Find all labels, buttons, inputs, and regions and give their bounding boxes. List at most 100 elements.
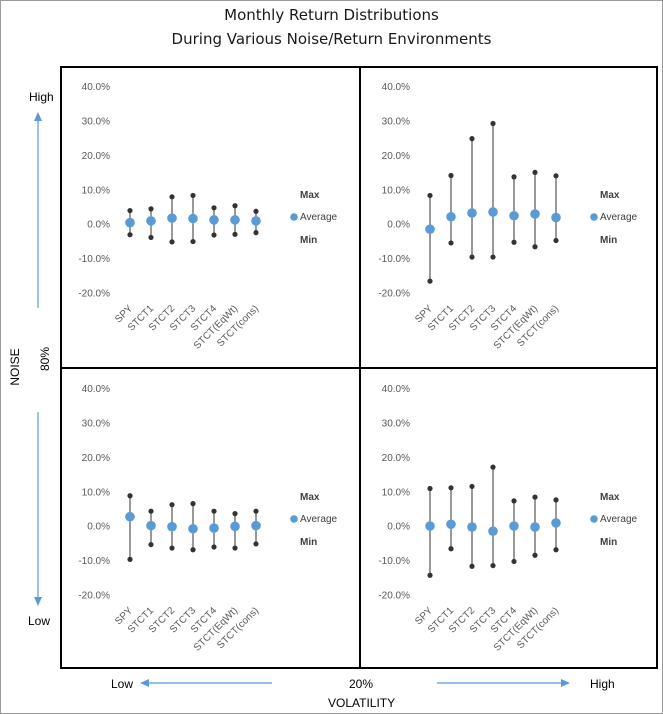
max-point: [532, 494, 538, 500]
min-point: [253, 541, 259, 547]
chart-svg: 40.0%30.0%20.0%10.0%0.0%-10.0%-20.0%SPYS…: [78, 82, 338, 352]
y-tick-label: 30.0%: [82, 116, 110, 127]
average-point: [488, 207, 498, 217]
max-point: [553, 173, 559, 179]
min-point: [448, 546, 454, 552]
noise-low-label: Low: [28, 614, 51, 628]
y-tick-label: 0.0%: [87, 522, 110, 533]
y-tick-label: 30.0%: [382, 116, 410, 127]
max-point: [253, 208, 259, 214]
volatility-right-arrowhead: [561, 679, 570, 687]
y-tick-label: 10.0%: [382, 487, 410, 498]
chart-svg: 40.0%30.0%20.0%10.0%0.0%-10.0%-20.0%SPYS…: [78, 384, 338, 654]
average-point: [425, 521, 435, 531]
min-point: [148, 234, 154, 241]
max-point: [169, 502, 175, 508]
average-point: [551, 518, 561, 528]
average-point: [509, 210, 519, 221]
max-point: [448, 485, 454, 491]
volatility-axis-label: VOLATILITY: [328, 696, 396, 710]
y-tick-label: 20.0%: [82, 151, 110, 162]
chart-panel-high-noise-high-volatility: 40.0% 30.0% 20.0% 10.0% 0.0% -10.0% -20.0% SPY S…: [362, 68, 658, 366]
average-point: [467, 208, 477, 218]
y-tick-label: -10.0%: [78, 556, 110, 567]
max-point: [448, 172, 454, 179]
y-tick-label: 10.0%: [82, 185, 110, 196]
legend-max-label: Max: [600, 190, 620, 201]
noise-high-label: High: [29, 90, 54, 104]
max-point: [211, 508, 217, 514]
y-tick-label: 20.0%: [382, 453, 410, 464]
y-tick-label: 0.0%: [387, 522, 410, 533]
min-point: [553, 547, 559, 553]
average-point: [488, 526, 498, 536]
min-point: [169, 545, 175, 551]
average-point: [188, 523, 198, 534]
min-point: [127, 556, 133, 562]
y-tick-label: -10.0%: [378, 556, 410, 567]
chart-svg: 40.0%30.0%20.0%10.0%0.0%-10.0%-20.0%SPYS…: [378, 384, 638, 654]
average-point: [251, 216, 261, 226]
min-point: [469, 254, 475, 260]
noise-up-arrowhead: [34, 112, 42, 121]
legend-max-label: Max: [600, 492, 620, 503]
quadrant-divider-horizontal: [60, 367, 658, 369]
min-point: [490, 562, 496, 569]
legend-average-label: Average: [600, 514, 638, 525]
min-point: [232, 231, 238, 237]
average-point: [509, 521, 519, 531]
max-point: [253, 508, 259, 514]
max-point: [511, 498, 517, 504]
average-point: [188, 213, 198, 224]
average-point: [446, 211, 456, 222]
min-point: [148, 541, 154, 548]
legend-max-label: Max: [300, 190, 320, 201]
max-point: [427, 192, 433, 199]
max-point: [553, 497, 559, 503]
legend-average-label: Average: [300, 514, 338, 525]
noise-down-arrowhead: [34, 597, 42, 606]
legend-average-label: Average: [300, 212, 338, 223]
min-point: [211, 544, 217, 550]
max-point: [232, 511, 238, 517]
min-point: [127, 232, 133, 238]
chart-title-line-1: Monthly Return Distributions: [224, 6, 439, 24]
average-point: [146, 520, 156, 531]
min-point: [232, 545, 238, 551]
max-point: [211, 205, 217, 211]
average-point: [230, 521, 240, 532]
average-point: [167, 521, 177, 532]
average-point: [551, 212, 561, 223]
max-point: [127, 207, 133, 214]
y-tick-label: 10.0%: [82, 487, 110, 498]
min-point: [532, 552, 538, 558]
average-point: [446, 519, 456, 530]
legend-average-marker: [590, 213, 598, 221]
y-tick-label: -20.0%: [378, 591, 410, 602]
max-point: [148, 206, 154, 212]
average-point: [425, 224, 435, 234]
y-tick-label: 30.0%: [82, 418, 110, 429]
min-point: [511, 239, 517, 245]
legend-min-label: Min: [600, 537, 617, 548]
min-point: [448, 240, 454, 246]
volatility-mid-label: 20%: [349, 677, 374, 691]
y-tick-label: -20.0%: [78, 289, 110, 300]
chart-title-line-2: During Various Noise/Return Environments: [171, 30, 492, 48]
average-point: [209, 215, 219, 225]
y-tick-label: -20.0%: [378, 289, 410, 300]
average-point: [467, 522, 477, 532]
min-point: [490, 254, 496, 260]
legend-min-label: Min: [300, 235, 317, 246]
volatility-low-label: Low: [111, 677, 134, 691]
average-point: [530, 209, 540, 219]
max-point: [127, 493, 133, 499]
max-point: [169, 194, 175, 200]
y-tick-label: 20.0%: [82, 453, 110, 464]
legend-average-marker: [590, 515, 598, 523]
min-point: [211, 232, 217, 238]
average-point: [125, 217, 135, 228]
chart-panel-high-noise-low-volatility: 40.0% 30.0% 20.0% 10.0% 0.0% -10.0% -20.0% SPY S…: [62, 68, 358, 366]
min-point: [553, 237, 559, 244]
